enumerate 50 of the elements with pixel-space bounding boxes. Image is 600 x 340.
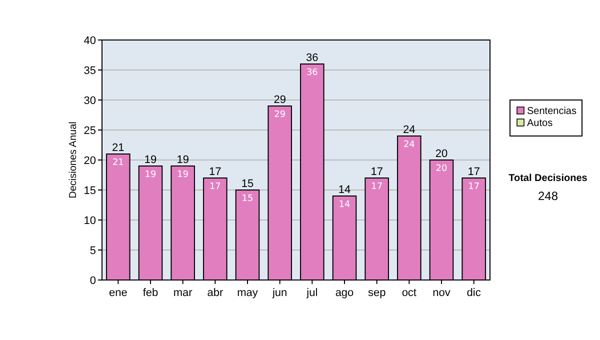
total-label: 17 [468, 166, 480, 178]
y-tick-label: 35 [84, 65, 96, 77]
x-tick-label: may [237, 287, 258, 299]
data-label: 20 [436, 164, 448, 174]
x-tick-label: jul [306, 287, 318, 299]
x-tick-label: abr [207, 287, 224, 299]
y-tick-label: 10 [84, 215, 96, 227]
total-label: 21 [112, 142, 124, 154]
y-tick-label: 30 [84, 95, 96, 107]
data-label: 17 [209, 182, 221, 192]
data-label: 19 [177, 170, 189, 180]
x-tick-label: ago [335, 287, 354, 299]
x-tick-label: oct [402, 287, 417, 299]
legend-label: Autos [527, 118, 553, 129]
y-tick-label: 40 [84, 35, 96, 47]
y-tick-label: 20 [84, 155, 96, 167]
y-tick-label: 15 [84, 185, 96, 197]
x-tick-label: ene [108, 287, 128, 299]
data-label: 15 [242, 194, 254, 204]
y-tick-label: 0 [90, 275, 96, 287]
data-label: 17 [468, 182, 480, 192]
text: 248 [538, 189, 558, 203]
total-label: 14 [338, 184, 351, 196]
data-label: 29 [274, 110, 286, 120]
total-label: 36 [306, 52, 318, 64]
x-tick-label: nov [432, 287, 451, 299]
total-label: 29 [274, 94, 286, 106]
data-label: 19 [144, 170, 156, 180]
x-tick-label: feb [142, 287, 158, 299]
y-tick-label: 5 [90, 245, 96, 257]
total-label: 17 [209, 166, 222, 178]
y-tick-label: 25 [84, 125, 96, 137]
x-tick-label: dic [466, 287, 482, 299]
total-label: 19 [176, 154, 189, 166]
total-label: 24 [403, 124, 416, 136]
total-label: 17 [370, 166, 383, 178]
data-label: 14 [338, 200, 350, 210]
data-label: 17 [371, 182, 383, 192]
x-tick-label: jun [271, 287, 288, 299]
text: Total Decisiones [508, 173, 588, 184]
total-label: 15 [241, 178, 254, 190]
y-axis-title: Decisiones Anual [68, 122, 79, 198]
legend-label: Sentencias [527, 106, 576, 117]
total-label: 19 [144, 154, 157, 166]
x-tick-label: mar [173, 287, 193, 299]
x-tick-label: sep [368, 287, 386, 299]
data-label: 36 [306, 68, 318, 78]
total-label: 20 [435, 148, 448, 160]
data-label: 24 [403, 140, 416, 150]
data-label: 21 [112, 158, 124, 168]
